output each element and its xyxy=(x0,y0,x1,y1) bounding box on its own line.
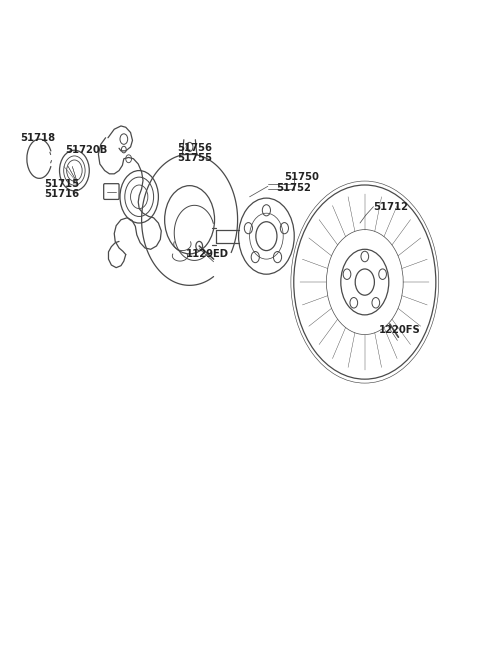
Text: 51752: 51752 xyxy=(276,182,312,193)
Text: 51755: 51755 xyxy=(178,153,213,163)
Text: 51718: 51718 xyxy=(20,133,55,143)
Text: 51712: 51712 xyxy=(373,201,408,212)
Text: 51750: 51750 xyxy=(284,172,319,182)
Text: 51716: 51716 xyxy=(44,189,79,199)
Text: 1220FS: 1220FS xyxy=(379,325,421,335)
Text: 1129ED: 1129ED xyxy=(186,249,229,259)
Text: 51715: 51715 xyxy=(44,179,79,190)
Text: 51720B: 51720B xyxy=(65,144,107,155)
Text: 51756: 51756 xyxy=(178,142,213,153)
